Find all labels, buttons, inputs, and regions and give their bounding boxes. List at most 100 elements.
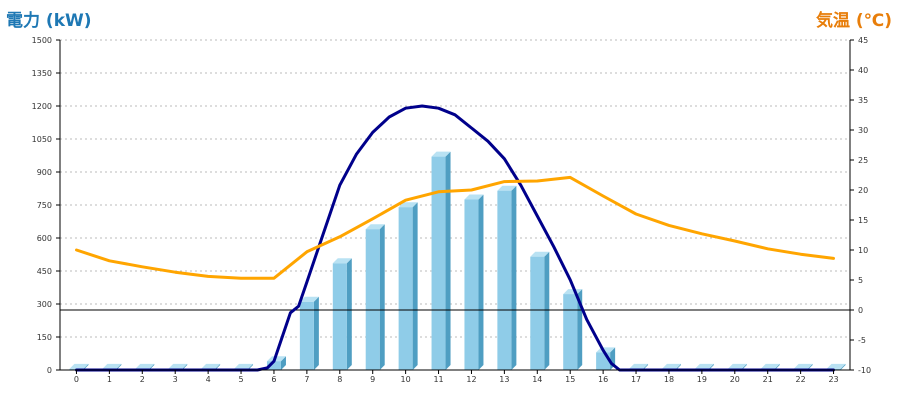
bar-side — [379, 224, 385, 370]
bar-side — [774, 363, 780, 370]
bar-side — [248, 363, 254, 370]
bar-front — [332, 263, 347, 370]
bar-front — [464, 199, 479, 370]
x-tick-label: 1 — [107, 375, 112, 384]
x-tick-label: 17 — [631, 375, 641, 384]
right-tick-label: 40 — [858, 66, 868, 75]
x-tick-label: 6 — [271, 375, 276, 384]
x-tick-label: 3 — [173, 375, 178, 384]
bar-front — [563, 294, 578, 370]
bar-side — [280, 356, 286, 370]
bar-top — [464, 194, 484, 200]
right-tick-label: 25 — [858, 156, 868, 165]
bar-side — [412, 202, 418, 370]
bar-8 — [332, 258, 352, 370]
x-tick-label: 12 — [466, 375, 476, 384]
right-tick-label: 5 — [858, 276, 863, 285]
x-tick-label: 22 — [796, 375, 806, 384]
left-tick-label: 1050 — [32, 135, 52, 144]
bar-top — [497, 185, 517, 191]
left-axis-title: 電力 (kW) — [6, 11, 92, 31]
bar-top — [694, 363, 714, 369]
bar-top — [563, 289, 583, 295]
bar-top — [431, 151, 451, 157]
bar-side — [149, 363, 155, 370]
left-tick-label: 150 — [37, 333, 52, 342]
x-tick-label: 8 — [337, 375, 342, 384]
bar-side — [182, 363, 188, 370]
bar-top — [793, 363, 813, 369]
bar-top — [69, 363, 89, 369]
right-axis-title: 気温 (℃) — [815, 11, 892, 31]
bar-11 — [431, 151, 451, 370]
temperature-line — [75, 175, 835, 280]
bar-front — [431, 156, 446, 370]
x-tick-label: 21 — [763, 375, 773, 384]
x-tick-label: 4 — [206, 375, 211, 384]
left-tick-label: 1200 — [32, 102, 52, 111]
bar-side — [478, 194, 484, 370]
left-tick-label: 300 — [37, 300, 52, 309]
bar-side — [346, 258, 352, 370]
x-tick-label: 16 — [598, 375, 608, 384]
bar-front — [365, 229, 380, 370]
bar-front — [497, 190, 512, 370]
bar-top — [629, 363, 649, 369]
bar-front — [596, 352, 611, 370]
bar-top — [760, 363, 780, 369]
right-tick-label: 15 — [858, 216, 868, 225]
bar-13 — [497, 185, 517, 370]
x-tick-label: 14 — [532, 375, 542, 384]
x-tick-label: 0 — [74, 375, 79, 384]
bar-top — [234, 363, 254, 369]
bar-side — [445, 151, 451, 370]
bar-top — [661, 363, 681, 369]
bar-side — [807, 363, 813, 370]
x-tick-label: 19 — [697, 375, 707, 384]
bar-9 — [365, 224, 385, 370]
x-tick-label: 13 — [499, 375, 509, 384]
bar-6 — [266, 356, 286, 370]
left-tick-label: 1350 — [32, 69, 52, 78]
bar-top — [365, 224, 385, 230]
x-tick-label: 2 — [140, 375, 145, 384]
bar-top — [727, 363, 747, 369]
bar-top — [826, 363, 846, 369]
bar-front — [530, 256, 545, 370]
x-tick-label: 11 — [433, 375, 443, 384]
right-tick-label: 45 — [858, 36, 868, 45]
bar-side — [643, 363, 649, 370]
bar-side — [313, 296, 319, 370]
right-tick-label: 0 — [858, 306, 863, 315]
x-tick-label: 23 — [828, 375, 838, 384]
bar-side — [511, 185, 517, 370]
bar-side — [840, 363, 846, 370]
x-tick-label: 5 — [238, 375, 243, 384]
bar-12 — [464, 194, 484, 370]
bar-top — [201, 363, 221, 369]
bar-front — [398, 207, 413, 370]
x-tick-label: 7 — [304, 375, 309, 384]
bar-7 — [299, 296, 319, 370]
bar-top — [332, 258, 352, 264]
right-tick-label: 20 — [858, 186, 868, 195]
bar-top — [168, 363, 188, 369]
right-tick-label: -10 — [858, 366, 871, 375]
x-tick-label: 18 — [664, 375, 674, 384]
bar-side — [708, 363, 714, 370]
x-tick-label: 20 — [730, 375, 740, 384]
bar-side — [741, 363, 747, 370]
bar-side — [83, 363, 89, 370]
bar-front — [299, 301, 314, 370]
right-tick-label: 30 — [858, 126, 868, 135]
left-tick-label: 0 — [47, 366, 52, 375]
left-tick-label: 600 — [37, 234, 52, 243]
bar-top — [299, 296, 319, 302]
bar-side — [215, 363, 221, 370]
left-tick-label: 1500 — [32, 36, 52, 45]
x-tick-label: 10 — [401, 375, 411, 384]
left-tick-label: 900 — [37, 168, 52, 177]
bar-top — [266, 356, 286, 362]
bar-top — [135, 363, 155, 369]
